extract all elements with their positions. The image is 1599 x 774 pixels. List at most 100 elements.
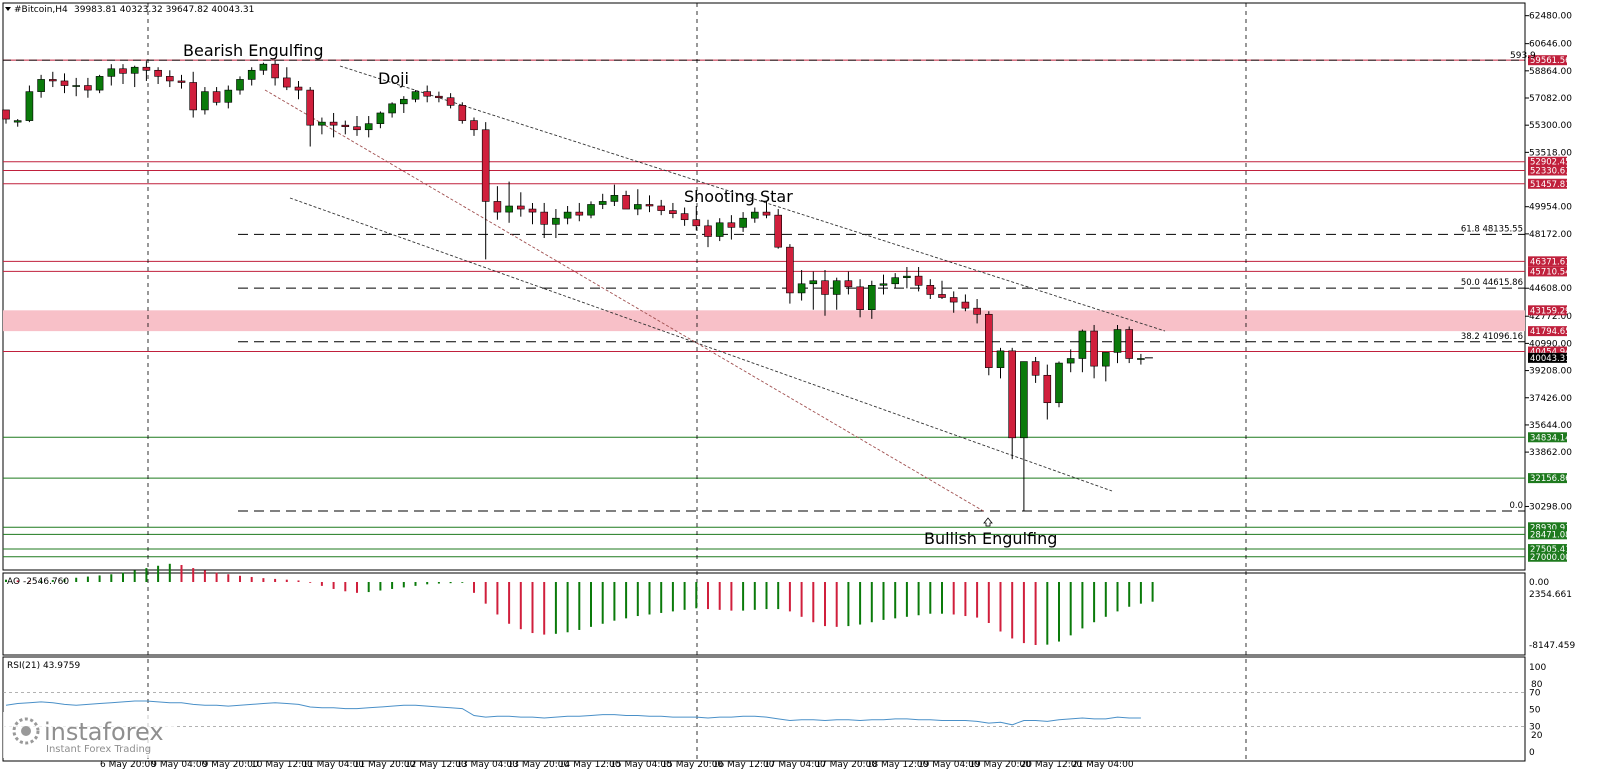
y-tick-label: 42772.00: [1529, 312, 1572, 322]
x-tick-label: 11 May 04:00: [302, 760, 364, 770]
vertical-grid: [147, 3, 1247, 761]
bearish-candle: [774, 214, 783, 248]
x-tick-label: 13 May 04:00: [456, 760, 518, 770]
bearish-candle: [961, 301, 970, 309]
bullish-candle: [832, 280, 841, 295]
bullish-candle: [72, 85, 80, 87]
resistance-price-label: 40454.94: [1530, 348, 1571, 358]
resistance-zone: [3, 310, 1525, 332]
x-tick-label: 19 May 04:00: [918, 760, 980, 770]
support-price-label-box: [1528, 551, 1567, 562]
bullish-candle: [13, 120, 22, 123]
resistance-price-label-box: [1528, 256, 1567, 267]
bearish-candle: [329, 121, 338, 126]
resistance-price-label: 52330.61: [1530, 166, 1571, 176]
bearish-candle: [540, 211, 549, 225]
bearish-candle: [844, 280, 853, 288]
bullish-candle: [996, 350, 1005, 368]
ao-indicator-label: AO -2546.760: [7, 577, 69, 587]
bullish-candle: [107, 68, 116, 77]
fibonacci-label: 0.0: [1509, 501, 1523, 511]
x-tick-label: 10 May 12:00: [251, 760, 313, 770]
bearish-candle: [166, 76, 174, 82]
resistance-price-label: 59561.56: [1530, 56, 1571, 66]
bearish-candle: [282, 77, 291, 88]
y-axis: 62480.00 60646.00 58864.00 57082.00 55300.00…: [1510, 12, 1575, 758]
x-tick-label: 15 May 20:00: [661, 760, 723, 770]
bullish-candle: [552, 217, 560, 225]
x-tick-label: 14 May 12:00: [559, 760, 621, 770]
bullish-candle: [411, 91, 420, 100]
resistance-price-label: 46371.61: [1530, 257, 1571, 267]
bearish-candle: [704, 225, 712, 237]
bullish-candle: [1066, 358, 1075, 364]
bearish-candle: [692, 219, 701, 227]
bearish-candle: [821, 280, 829, 295]
bearish-candle: [973, 307, 981, 315]
support-price-label-box: [1528, 529, 1567, 540]
rsi-minor-tick-label: 20: [1531, 731, 1543, 741]
rsi-indicator-label: RSI(21) 43.9759: [7, 661, 80, 671]
chart-header-ohlc: 39983.81 40323.32 39647.82 40043.31: [74, 5, 254, 15]
annotation-shooting-star: Shooting Star: [684, 187, 793, 206]
bearish-candle: [1043, 374, 1052, 404]
x-tick-label: 9 May 20:00: [203, 760, 259, 770]
bullish-candle: [399, 98, 408, 105]
arrow-up-icon: [983, 517, 993, 527]
chart-header-symbol: #Bitcoin,H4: [14, 5, 68, 15]
bullish-candle: [364, 123, 373, 131]
bearish-candle: [154, 69, 162, 77]
bullish-candle: [867, 284, 876, 310]
bearish-candle: [645, 204, 654, 207]
top-price-tag: 593.9: [1510, 51, 1536, 61]
ao-tick-label: -8147.459: [1529, 641, 1575, 651]
resistance-price-label-box: [1528, 55, 1567, 66]
bullish-candle: [388, 103, 396, 114]
bearish-candle: [575, 211, 584, 216]
resistance-price-label-box: [1528, 326, 1567, 337]
support-price-label: 28930.91: [1530, 523, 1571, 533]
rsi-tick-label: 30: [1529, 723, 1541, 733]
bearish-candle: [762, 211, 771, 216]
resistance-price-label: 52902.45: [1530, 158, 1571, 168]
resistance-price-label: 51457.81: [1530, 180, 1571, 190]
bearish-candle: [669, 210, 677, 214]
bearish-candle: [294, 86, 303, 91]
rsi-layer: [3, 692, 1525, 727]
y-tick-label: 53518.00: [1529, 148, 1572, 158]
bearish-candle: [493, 201, 502, 213]
trendline: [289, 197, 1113, 492]
bearish-candle: [84, 85, 92, 91]
bearish-candle: [938, 294, 946, 298]
resistance-price-label-box: [1528, 305, 1567, 316]
rsi-tick-label: 0: [1529, 748, 1535, 758]
trendlines: [264, 65, 1166, 513]
zone-layer: [3, 310, 1525, 332]
bearish-candle: [914, 275, 923, 286]
bearish-candle: [341, 124, 350, 128]
bullish-candle: [1020, 361, 1028, 439]
y-tick-label: 58864.00: [1529, 67, 1572, 77]
annotation-bullish-engulfing: Bullish Engulfing: [924, 529, 1057, 548]
x-tick-label: 21 May 04:00: [1072, 760, 1134, 770]
resistance-price-label-box: [1528, 266, 1567, 277]
y-tick-label: 49954.00: [1529, 203, 1572, 213]
y-tick-label: 44608.00: [1529, 284, 1572, 294]
rsi-panel-frame: [2, 656, 1526, 762]
bullish-candle: [25, 91, 34, 121]
bullish-candle: [1102, 352, 1110, 367]
support-price-label: 34834.14: [1530, 433, 1571, 443]
bullish-candle: [505, 205, 513, 213]
bullish-candle: [563, 211, 572, 219]
bullish-candle: [259, 63, 268, 71]
bearish-candle: [926, 284, 935, 295]
bearish-candle: [48, 79, 57, 82]
y-tick-label: 60646.00: [1529, 40, 1572, 50]
y-tick-label: 33862.00: [1529, 448, 1572, 458]
bearish-candle: [177, 80, 186, 83]
trendline: [264, 89, 986, 513]
resistance-price-label: 45710.54: [1530, 267, 1571, 277]
annotation-doji: Doji: [378, 69, 409, 88]
